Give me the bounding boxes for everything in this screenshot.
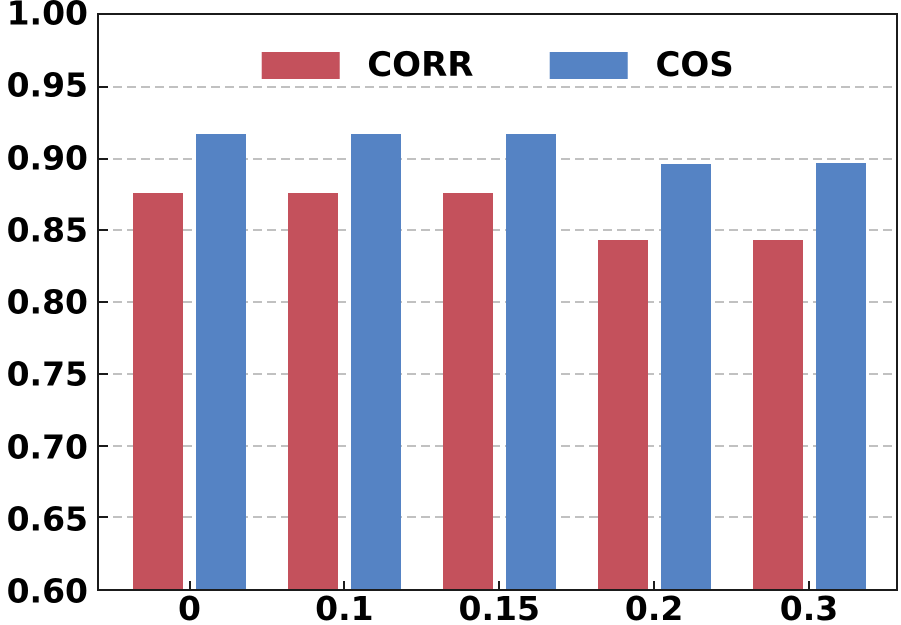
gridline	[99, 85, 896, 88]
y-tick-label: 0.80	[6, 282, 88, 322]
legend-label-corr: CORR	[367, 45, 474, 85]
bar-corr-3	[597, 240, 648, 589]
x-tick-label: 0	[178, 589, 201, 625]
y-tickmark	[99, 229, 108, 232]
gridline	[99, 444, 896, 447]
bar-corr-2	[442, 192, 493, 589]
bar-corr-4	[752, 240, 803, 589]
legend-entry-cos: COS	[549, 45, 734, 85]
bar-cos-2	[505, 134, 556, 589]
plot-area: CORR COS	[97, 13, 898, 591]
x-tickmark	[188, 581, 191, 589]
legend-entry-corr: CORR	[261, 48, 473, 82]
legend-swatch-cos	[549, 51, 628, 79]
x-tickmark	[653, 581, 656, 589]
y-tick-label: 0.90	[6, 138, 88, 177]
gridline	[99, 157, 896, 160]
y-tickmark	[99, 372, 108, 375]
gridline	[99, 372, 896, 375]
y-tick-label: 0.60	[6, 571, 88, 611]
y-tick-label: 0.70	[6, 427, 88, 466]
y-tick-label: 1.00	[6, 0, 88, 33]
bar-cos-0	[196, 134, 246, 589]
x-tickmark	[498, 581, 501, 589]
y-tickmark	[99, 85, 108, 88]
y-tickmark	[99, 157, 108, 160]
y-tickmark	[99, 301, 108, 303]
x-tick-label: 0.1	[315, 589, 374, 625]
bar-corr-0	[133, 192, 183, 589]
gridline	[99, 516, 896, 519]
bar-cos-4	[815, 162, 866, 589]
gridline	[99, 301, 896, 303]
y-tick-label: 0.95	[6, 65, 88, 105]
bar-cos-3	[660, 164, 711, 589]
x-tickmark	[808, 581, 810, 589]
bar-cos-1	[350, 134, 401, 589]
y-tick-label: 0.65	[6, 499, 88, 539]
y-tickmark	[99, 444, 108, 447]
y-tick-label: 0.75	[6, 354, 88, 394]
legend-swatch-corr	[261, 51, 340, 79]
y-tickmark	[99, 516, 108, 519]
y-tick-label: 0.85	[6, 210, 88, 250]
bar-corr-1	[287, 192, 338, 589]
x-tick-label: 0.3	[779, 589, 839, 625]
x-tickmark	[343, 581, 346, 589]
legend: CORR COS	[261, 48, 734, 82]
x-tick-label: 0.2	[624, 589, 684, 625]
legend-label-cos: COS	[655, 45, 734, 85]
x-tick-label: 0.15	[458, 589, 540, 625]
gridline	[99, 229, 896, 232]
